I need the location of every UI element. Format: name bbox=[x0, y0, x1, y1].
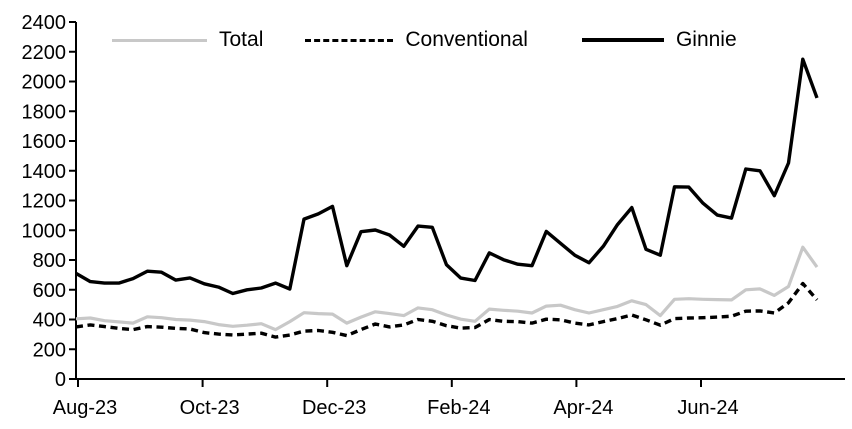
x-axis-tick-label: Feb-24 bbox=[427, 397, 490, 419]
y-axis-tick-label: 200 bbox=[33, 339, 66, 361]
x-axis-tick-label: Aug-23 bbox=[53, 397, 118, 419]
y-axis-tick-label: 2400 bbox=[22, 12, 67, 34]
axes bbox=[75, 22, 845, 380]
legend-label-ginnie: Ginnie bbox=[675, 28, 737, 51]
x-axis-tick-label: Jun-24 bbox=[677, 397, 738, 419]
y-axis-tick-label: 1000 bbox=[22, 220, 67, 242]
series-line-total bbox=[75, 245, 819, 332]
y-axis-tick-label: 2000 bbox=[22, 72, 67, 94]
total-line-swatch bbox=[112, 38, 207, 42]
legend-item-conventional: Conventional bbox=[305, 29, 528, 51]
legend-item-total: Total bbox=[112, 29, 263, 51]
y-axis-tick-label: 1800 bbox=[22, 101, 67, 123]
y-axis-tick-label: 1600 bbox=[22, 131, 67, 153]
x-axis-tick-label: Dec-23 bbox=[302, 397, 366, 419]
y-axis-tick-label: 400 bbox=[33, 310, 66, 332]
series-line-ginnie bbox=[75, 57, 819, 296]
conventional-line-swatch bbox=[305, 38, 394, 42]
y-axis-tick-label: 600 bbox=[33, 280, 66, 302]
y-axis-tick-label: 0 bbox=[55, 369, 66, 391]
y-axis-tick-label: 1200 bbox=[22, 191, 67, 213]
series-line-conventional bbox=[75, 281, 819, 339]
legend-label-total: Total bbox=[219, 28, 264, 51]
y-axis-tick-label: 2200 bbox=[22, 42, 67, 64]
y-axis-tick-label: 800 bbox=[33, 250, 66, 272]
x-axis-tick-label: Apr-24 bbox=[553, 397, 613, 419]
y-axis-tick-label: 1400 bbox=[22, 161, 67, 183]
legend-item-ginnie: Ginnie bbox=[581, 28, 737, 51]
ginnie-line-swatch bbox=[581, 38, 664, 42]
chart-legend: Total Conventional Ginnie bbox=[112, 29, 737, 51]
x-axis-tick-label: Oct-23 bbox=[180, 397, 240, 419]
legend-label-conventional: Conventional bbox=[405, 28, 528, 51]
